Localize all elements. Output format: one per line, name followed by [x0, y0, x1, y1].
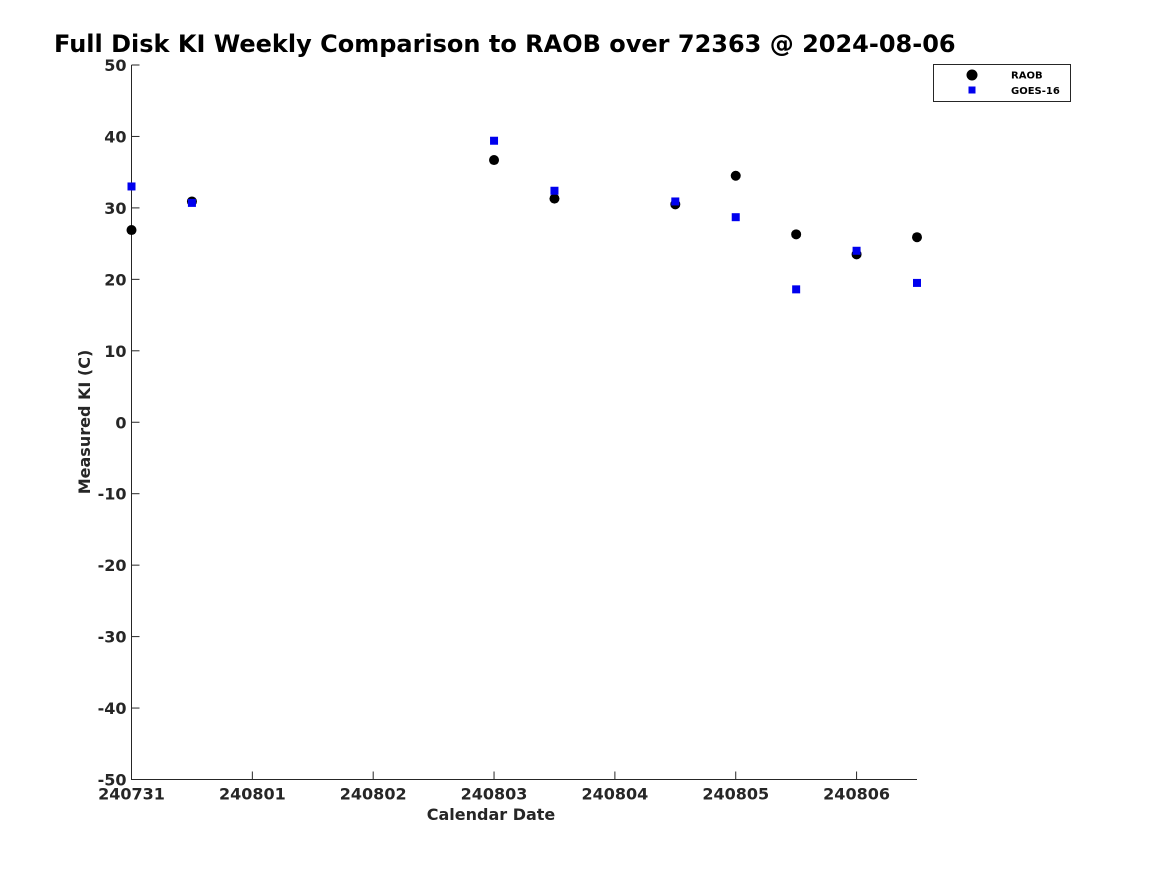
raob-point — [489, 155, 500, 166]
raob-point — [730, 170, 741, 181]
raob-point — [126, 225, 137, 236]
legend-goes16-marker — [968, 86, 976, 94]
plot-axes — [131, 65, 917, 780]
goes16-point — [127, 182, 136, 191]
y-tick-label: 20 — [104, 270, 126, 289]
legend: RAOB GOES-16 — [933, 64, 1071, 102]
raob-point — [791, 229, 802, 240]
goes16-point — [187, 198, 196, 207]
x-axis-ticks: 240731 240801 240802 240803 240804 240805 2408… — [98, 771, 890, 804]
x-tick-label: 240803 — [461, 785, 528, 804]
x-axis-label: Calendar Date — [427, 805, 556, 824]
raob-point — [912, 232, 922, 243]
chart-title: Full Disk KI Weekly Comparison to RAOB o… — [54, 30, 956, 58]
goes16-point — [490, 136, 499, 145]
legend-raob-marker — [966, 69, 978, 81]
goes16-point — [792, 285, 801, 294]
y-tick-label: 30 — [104, 199, 126, 218]
y-tick-label: 50 — [104, 56, 126, 75]
y-tick-label: -50 — [98, 771, 127, 790]
y-axis-label: Measured KI (C) — [75, 350, 94, 495]
series-raob — [126, 155, 922, 260]
x-tick-label: 240731 — [98, 785, 165, 804]
y-tick-label: -20 — [98, 556, 127, 575]
x-tick-label: 240805 — [702, 785, 769, 804]
y-tick-label: 10 — [104, 342, 126, 361]
x-tick-label: 240802 — [340, 785, 407, 804]
raob-point — [549, 193, 560, 204]
y-tick-label: -40 — [98, 699, 127, 718]
series-goes-16 — [127, 136, 921, 294]
x-tick-label: 240801 — [219, 785, 286, 804]
goes16-point — [671, 197, 680, 206]
legend-raob-label: RAOB — [1011, 71, 1043, 82]
goes16-point — [852, 246, 861, 255]
legend-goes16-label: GOES-16 — [1011, 86, 1060, 97]
y-tick-label: 0 — [115, 413, 126, 432]
x-tick-label: 240804 — [581, 785, 648, 804]
data-series — [126, 136, 922, 294]
goes16-point — [913, 278, 921, 287]
x-tick-label: 240806 — [823, 785, 890, 804]
y-axis-ticks: 50 40 30 20 10 0 -10 -20 -30 -40 -50 — [98, 56, 140, 790]
y-tick-label: -30 — [98, 628, 127, 647]
goes16-point — [550, 186, 559, 195]
goes16-point — [731, 213, 740, 222]
y-tick-label: -10 — [98, 485, 127, 504]
y-tick-label: 40 — [104, 127, 126, 146]
legend-box — [933, 64, 1071, 102]
